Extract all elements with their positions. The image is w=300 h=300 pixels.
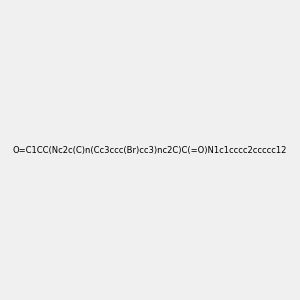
Text: O=C1CC(Nc2c(C)n(Cc3ccc(Br)cc3)nc2C)C(=O)N1c1cccc2ccccc12: O=C1CC(Nc2c(C)n(Cc3ccc(Br)cc3)nc2C)C(=O)… — [13, 146, 287, 154]
